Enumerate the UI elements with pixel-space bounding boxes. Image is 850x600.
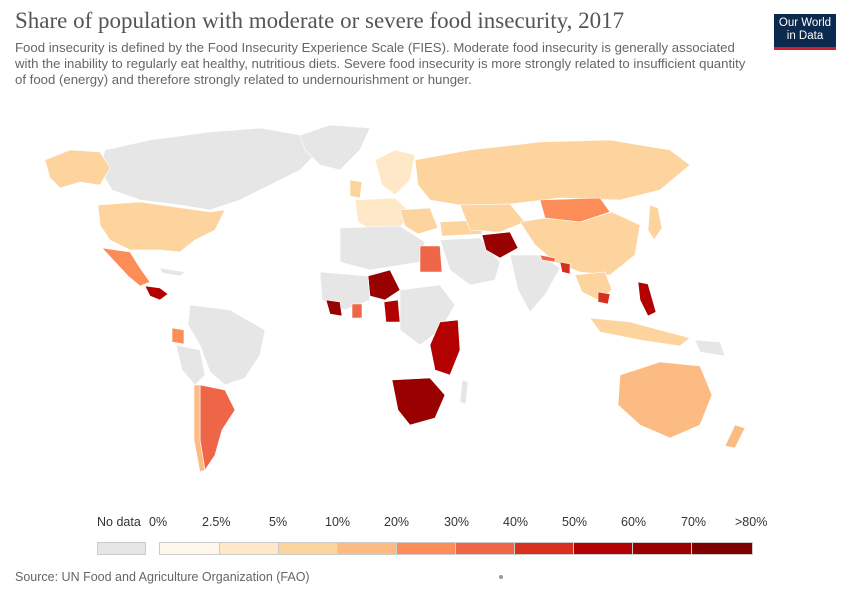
country-usa[interactable] bbox=[97, 201, 226, 253]
country-liberia-sierra-leone[interactable] bbox=[325, 299, 343, 317]
legend-swatch-5[interactable] bbox=[455, 542, 516, 555]
legend-label-0: 0% bbox=[149, 515, 168, 529]
country-north-africa[interactable] bbox=[339, 225, 426, 271]
country-cuba[interactable] bbox=[159, 267, 186, 277]
legend-no-data-swatch[interactable] bbox=[97, 542, 146, 555]
legend-swatch-1[interactable] bbox=[219, 542, 280, 555]
country-papua-new-guinea[interactable] bbox=[694, 339, 726, 357]
legend-label-5: 30% bbox=[444, 515, 470, 529]
country-bangladesh[interactable] bbox=[559, 261, 571, 275]
country-russia[interactable] bbox=[414, 139, 691, 206]
legend-label-3: 10% bbox=[325, 515, 351, 529]
legend-swatch-8[interactable] bbox=[632, 542, 693, 555]
world-map[interactable] bbox=[0, 115, 850, 510]
country-balkans[interactable] bbox=[399, 207, 439, 235]
country-cambodia[interactable] bbox=[597, 291, 611, 305]
country-china[interactable] bbox=[519, 211, 641, 276]
legend-swatch-0[interactable] bbox=[159, 542, 221, 555]
legend-label-9: 70% bbox=[681, 515, 707, 529]
country-niger[interactable] bbox=[367, 269, 401, 301]
country-indonesia[interactable] bbox=[589, 317, 691, 347]
country-greenland[interactable] bbox=[299, 124, 371, 171]
country-japan[interactable] bbox=[647, 204, 663, 241]
country-mexico[interactable] bbox=[101, 247, 151, 287]
legend-label-7: 50% bbox=[562, 515, 588, 529]
country-uk-ireland[interactable] bbox=[349, 179, 363, 199]
logo-line-1: Our World bbox=[778, 17, 832, 29]
source-note[interactable]: Source: UN Food and Agriculture Organiza… bbox=[15, 570, 310, 584]
country-chile[interactable] bbox=[193, 384, 206, 473]
chart-subtitle: Food insecurity is defined by the Food I… bbox=[15, 40, 746, 87]
legend-label-1: 2.5% bbox=[202, 515, 231, 529]
legend-swatch-4[interactable] bbox=[396, 542, 457, 555]
country-southern-africa[interactable] bbox=[391, 377, 446, 426]
country-central-america[interactable] bbox=[144, 285, 169, 301]
legend-swatch-7[interactable] bbox=[573, 542, 634, 555]
country-new-zealand[interactable] bbox=[724, 424, 746, 449]
legend-swatch-9[interactable] bbox=[691, 542, 753, 555]
chart-title: Share of population with moderate or sev… bbox=[15, 8, 625, 33]
country-east-africa[interactable] bbox=[429, 319, 461, 376]
country-canada[interactable] bbox=[99, 127, 321, 211]
country-peru-bolivia[interactable] bbox=[175, 344, 206, 386]
legend-label-2: 5% bbox=[269, 515, 288, 529]
legend-label-4: 20% bbox=[384, 515, 410, 529]
country-kazakhstan[interactable] bbox=[459, 203, 526, 233]
country-nepal[interactable] bbox=[539, 254, 556, 263]
country-argentina[interactable] bbox=[199, 384, 236, 471]
country-afghanistan[interactable] bbox=[481, 231, 519, 259]
country-australia[interactable] bbox=[617, 361, 713, 439]
legend-swatch-2[interactable] bbox=[278, 542, 339, 555]
country-alaska[interactable] bbox=[44, 149, 111, 189]
legend-swatch-6[interactable] bbox=[514, 542, 575, 555]
legend-swatch-3[interactable] bbox=[337, 542, 398, 555]
country-cameroon[interactable] bbox=[383, 299, 401, 323]
country-egypt[interactable] bbox=[419, 245, 443, 273]
country-brazil[interactable] bbox=[187, 304, 266, 386]
country-madagascar[interactable] bbox=[459, 379, 469, 405]
country-scandinavia[interactable] bbox=[374, 149, 416, 196]
country-ghana[interactable] bbox=[351, 303, 363, 319]
owid-logo[interactable]: Our World in Data bbox=[774, 14, 836, 50]
legend-no-data-label: No data bbox=[97, 515, 141, 529]
legend-label-8: 60% bbox=[621, 515, 647, 529]
timeline-dot[interactable] bbox=[499, 575, 503, 579]
country-middle-east[interactable] bbox=[439, 237, 501, 286]
legend-label-6: 40% bbox=[503, 515, 529, 529]
legend-label-10: >80% bbox=[735, 515, 768, 529]
country-philippines[interactable] bbox=[637, 281, 657, 317]
country-india[interactable] bbox=[509, 254, 561, 313]
logo-line-2: in Data bbox=[786, 30, 824, 42]
country-ecuador[interactable] bbox=[171, 327, 185, 345]
